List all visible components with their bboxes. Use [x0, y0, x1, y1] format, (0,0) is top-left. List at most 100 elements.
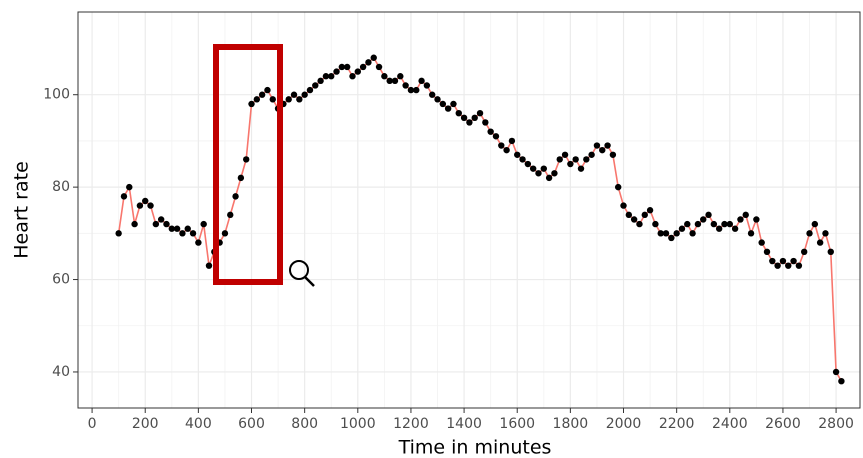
- x-tick-label: 2000: [606, 416, 642, 432]
- point: [514, 151, 521, 158]
- point: [609, 151, 617, 158]
- point: [253, 96, 261, 103]
- point: [630, 216, 638, 223]
- point: [678, 225, 686, 232]
- point: [785, 262, 792, 269]
- point: [753, 216, 760, 223]
- point: [529, 165, 537, 172]
- point: [705, 211, 712, 219]
- point: [476, 109, 484, 117]
- point: [795, 262, 803, 269]
- point: [466, 119, 473, 126]
- point: [822, 230, 829, 237]
- point: [126, 183, 133, 191]
- point: [232, 193, 239, 200]
- point: [646, 207, 654, 214]
- point: [588, 151, 595, 158]
- y-tick-label: 40: [52, 364, 70, 380]
- point: [742, 211, 749, 219]
- x-tick-label: 2200: [659, 416, 695, 432]
- point: [460, 114, 468, 122]
- point: [832, 368, 840, 376]
- point: [418, 77, 425, 85]
- point: [312, 82, 319, 89]
- point: [413, 86, 420, 94]
- point: [306, 86, 314, 94]
- y-tick-label: 60: [52, 272, 70, 288]
- point: [684, 220, 691, 228]
- point: [338, 63, 346, 71]
- point: [296, 96, 303, 103]
- point: [747, 230, 755, 237]
- point: [386, 77, 393, 85]
- point: [301, 91, 308, 98]
- point: [657, 230, 664, 237]
- point: [444, 105, 452, 112]
- point: [258, 91, 266, 98]
- point: [567, 160, 574, 168]
- point: [625, 211, 633, 219]
- point: [811, 220, 819, 228]
- point: [328, 73, 335, 80]
- point: [604, 142, 611, 149]
- point: [583, 156, 590, 163]
- grid: [78, 12, 860, 408]
- point: [545, 174, 553, 182]
- point: [508, 137, 516, 145]
- x-axis-label: Time in minutes: [398, 437, 552, 458]
- point: [248, 100, 255, 108]
- point: [816, 239, 824, 246]
- point: [800, 248, 808, 256]
- point: [115, 230, 122, 237]
- point: [205, 262, 213, 269]
- point: [439, 100, 447, 108]
- point: [402, 82, 409, 89]
- y-tick-label: 100: [43, 87, 70, 103]
- point: [763, 248, 771, 256]
- point: [354, 68, 361, 75]
- magnifier-icon: [289, 260, 315, 287]
- point: [423, 82, 431, 89]
- point: [540, 165, 547, 172]
- point: [721, 220, 728, 228]
- point: [694, 220, 702, 228]
- panel-border: [77, 11, 861, 409]
- point: [737, 216, 744, 223]
- point: [168, 225, 175, 232]
- point: [365, 59, 372, 66]
- point: [397, 73, 404, 80]
- point: [317, 77, 324, 85]
- point: [471, 114, 478, 122]
- point: [349, 73, 356, 80]
- x-tick-label: 1000: [340, 416, 376, 432]
- point: [428, 91, 436, 98]
- point: [492, 133, 500, 140]
- point: [237, 174, 245, 182]
- x-tick-label: 2600: [765, 416, 801, 432]
- point: [641, 211, 648, 219]
- point: [774, 262, 781, 269]
- point: [173, 225, 181, 232]
- highlight-box: [213, 44, 283, 285]
- x-tick-label: 2800: [818, 416, 854, 432]
- point: [221, 230, 229, 237]
- point: [163, 220, 170, 228]
- x-tick-label: 800: [291, 416, 318, 432]
- x-tick-label: 600: [238, 416, 265, 432]
- point: [455, 109, 462, 117]
- point: [689, 230, 696, 237]
- point: [577, 165, 585, 172]
- point: [731, 225, 739, 232]
- point: [269, 96, 276, 103]
- x-tick-label: 2400: [712, 416, 748, 432]
- point: [710, 220, 718, 228]
- point: [572, 156, 579, 163]
- point: [636, 220, 643, 228]
- point: [758, 239, 765, 246]
- point: [333, 68, 340, 75]
- point: [381, 73, 388, 80]
- point: [551, 170, 558, 177]
- point: [147, 202, 154, 209]
- plot-area: [115, 54, 845, 385]
